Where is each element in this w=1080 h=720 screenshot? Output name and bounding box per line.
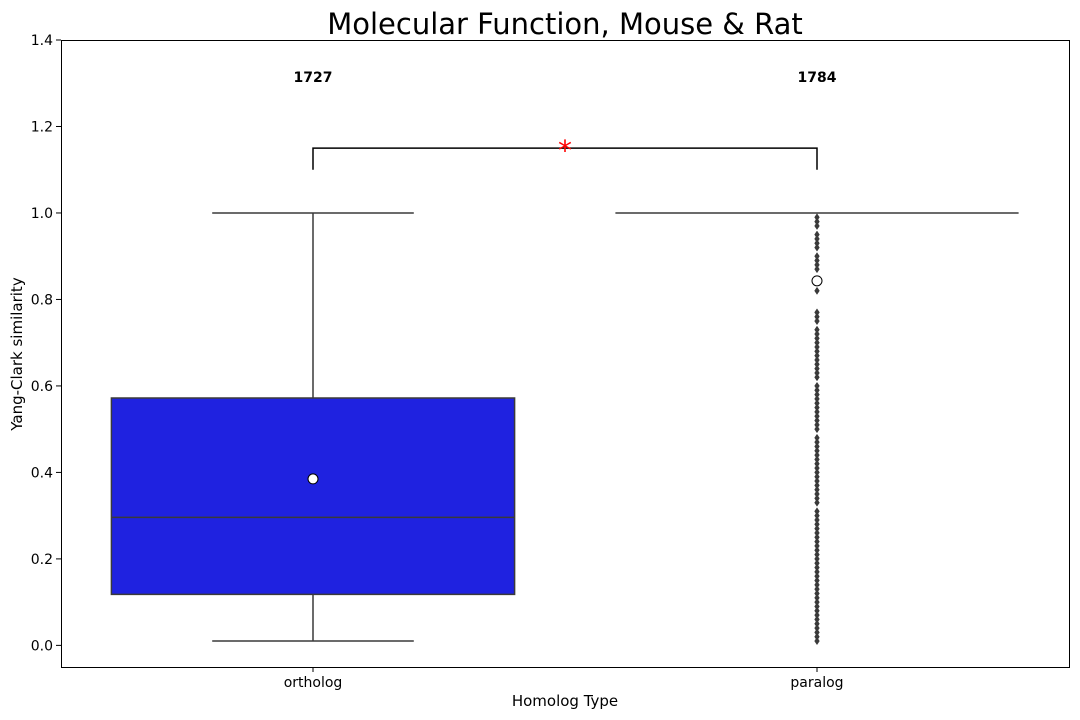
y-tick-label: 0.4: [31, 465, 53, 481]
x-tick-label: ortholog: [284, 675, 343, 691]
sample-count-label: 1784: [798, 70, 837, 86]
outlier-point: [814, 243, 820, 252]
significance-bracket: [312, 147, 818, 170]
y-tick-label: 0.8: [31, 292, 53, 308]
box-body: [110, 397, 516, 596]
plot-area: 0.0 0.2 0.4 0.6 0.8 1.0 1.2 1.4 ortholog paralog 1…: [31, 33, 1019, 691]
y-tick-label: 1.2: [31, 119, 53, 135]
y-tick-label: 0.0: [31, 638, 53, 654]
sample-count-label: 1727: [294, 70, 333, 86]
chart-title: Molecular Function, Mouse & Rat: [327, 7, 803, 41]
x-tick-label: paralog: [790, 675, 843, 691]
mean-marker: [811, 275, 823, 287]
box-group-paralog: [615, 212, 1019, 646]
outlier-point: [814, 425, 820, 434]
outlier-point: [814, 221, 820, 230]
significance-star: *: [558, 134, 572, 167]
outlier-point: [814, 373, 820, 382]
y-axis-label: Yang-Clark similarity: [8, 277, 26, 432]
y-tick-label: 0.2: [31, 552, 53, 568]
plot-frame: [61, 40, 1070, 668]
outlier-point: [814, 637, 820, 646]
y-tick-label: 1.4: [31, 33, 53, 49]
outlier-point: [814, 265, 820, 274]
outlier-point: [814, 286, 820, 295]
y-tick-label: 1.0: [31, 206, 53, 222]
x-axis-label: Homolog Type: [512, 692, 618, 710]
y-tick-label: 0.6: [31, 379, 53, 395]
box-group-ortholog: [110, 212, 516, 642]
mean-marker: [307, 473, 319, 485]
outlier-point: [814, 498, 820, 507]
outlier-point: [814, 317, 820, 326]
